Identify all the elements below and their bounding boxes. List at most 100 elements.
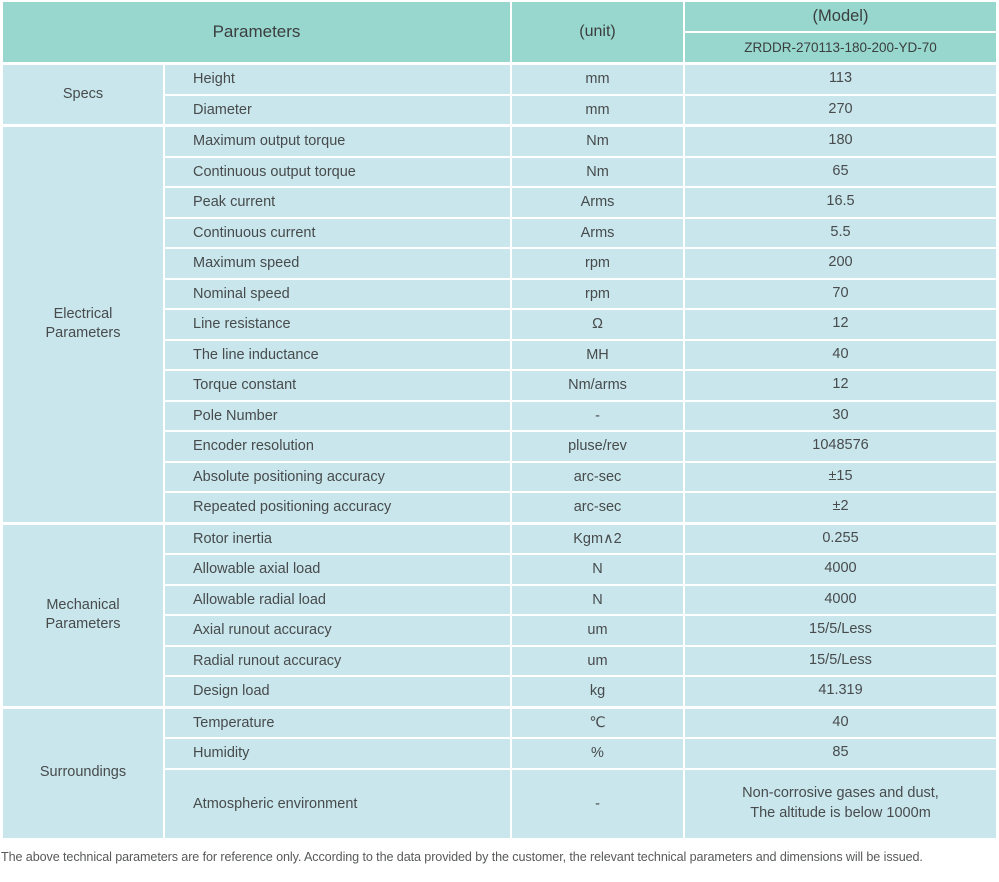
param-name: Continuous current [165, 218, 510, 247]
table-row: Continuous output torque Nm 65 [165, 157, 996, 186]
param-value: 65 [685, 157, 996, 186]
header-parameters: Parameters [3, 2, 510, 62]
param-name: Allowable axial load [165, 555, 510, 584]
param-unit: pluse/rev [512, 432, 683, 461]
param-value: 40 [685, 708, 996, 737]
table-row: Humidity% 85 [165, 739, 996, 768]
param-unit: rpm [512, 279, 683, 308]
param-unit: MH [512, 340, 683, 369]
table-section: Specs Height mm 113 Diameter mm 270 [3, 65, 996, 124]
table-row: Nominal speed rpm 70 [165, 279, 996, 308]
spec-table: Parameters (unit) (Model) ZRDDR-270113-1… [3, 2, 996, 838]
table-row: Encoder resolution pluse/rev 1048576 [165, 432, 996, 461]
table-header: Parameters (unit) (Model) ZRDDR-270113-1… [3, 2, 996, 62]
param-unit: ℃ [512, 708, 683, 737]
param-unit: N [512, 555, 683, 584]
table-row: Absolute positioning accuracy arc-sec ±15 [165, 462, 996, 491]
table-row: Radial runout accuracy um 15/5/Less [165, 646, 996, 675]
param-value: 30 [685, 401, 996, 430]
param-value: 12 [685, 310, 996, 339]
section-label: Surroundings [3, 708, 163, 838]
table-row: Line resistance Ω 12 [165, 310, 996, 339]
table-row: Continuous current Arms 5.5 [165, 218, 996, 247]
param-value: 5.5 [685, 218, 996, 247]
param-name: Temperature [165, 708, 510, 737]
param-unit: kg [512, 677, 683, 706]
footnote: The above technical parameters are for r… [1, 849, 923, 864]
param-unit: % [512, 739, 683, 768]
param-name: Radial runout accuracy [165, 646, 510, 675]
param-value: 4000 [685, 585, 996, 614]
param-name: Nominal speed [165, 279, 510, 308]
param-value: Non-corrosive gases and dust, The altitu… [685, 769, 996, 838]
param-value: 0.255 [685, 524, 996, 553]
table-row: Atmospheric environment - Non-corrosive ga… [165, 769, 996, 838]
table-row: Height mm 113 [165, 65, 996, 94]
table-section: Electrical Parameters Maximum output torq… [3, 127, 996, 522]
param-name: Atmospheric environment [165, 769, 510, 838]
param-unit: - [512, 401, 683, 430]
param-value: ±2 [685, 493, 996, 522]
param-value: 200 [685, 249, 996, 278]
param-value: 113 [685, 65, 996, 94]
param-unit: Arms [512, 188, 683, 217]
param-value: 180 [685, 127, 996, 156]
section-rows: Temperature ℃ 40 Humidity% 85 Atmospheric env… [165, 708, 996, 838]
param-name: Rotor inertia [165, 524, 510, 553]
param-unit: arc-sec [512, 493, 683, 522]
param-value: 12 [685, 371, 996, 400]
param-value: 41.319 [685, 677, 996, 706]
section-label: Mechanical Parameters [3, 524, 163, 706]
param-value: 270 [685, 95, 996, 124]
header-model-value: ZRDDR-270113-180-200-YD-70 [685, 33, 996, 62]
section-label: Electrical Parameters [3, 127, 163, 522]
table-row: Maximum speed rpm 200 [165, 249, 996, 278]
table-row: Peak current Arms 16.5 [165, 188, 996, 217]
param-value: 40 [685, 340, 996, 369]
table-body: Specs Height mm 113 Diameter mm 270 Electrical … [3, 65, 996, 838]
section-rows: Height mm 113 Diameter mm 270 [165, 65, 996, 124]
param-unit: arc-sec [512, 462, 683, 491]
table-row: Torque constant Nm/arms 12 [165, 371, 996, 400]
param-name: Absolute positioning accuracy [165, 462, 510, 491]
param-name: Pole Number [165, 401, 510, 430]
section-rows: Rotor inertia Kgm∧2 0.255 Allowable axial l… [165, 524, 996, 706]
param-name: Maximum speed [165, 249, 510, 278]
section-label: Specs [3, 65, 163, 124]
param-name: Diameter [165, 95, 510, 124]
param-name: Continuous output torque [165, 157, 510, 186]
param-unit: Arms [512, 218, 683, 247]
param-unit: um [512, 646, 683, 675]
param-value: 15/5/Less [685, 646, 996, 675]
param-name: Peak current [165, 188, 510, 217]
param-value: 4000 [685, 555, 996, 584]
table-row: Repeated positioning accuracy arc-sec ±2 [165, 493, 996, 522]
param-name: Allowable radial load [165, 585, 510, 614]
header-unit: (unit) [512, 2, 683, 62]
header-model: (Model) ZRDDR-270113-180-200-YD-70 [685, 2, 996, 62]
param-name: Humidity [165, 739, 510, 768]
param-unit: um [512, 616, 683, 645]
param-value: 15/5/Less [685, 616, 996, 645]
table-row: The line inductance MH 40 [165, 340, 996, 369]
param-value: 85 [685, 739, 996, 768]
table-row: Diameter mm 270 [165, 95, 996, 124]
table-section: Surroundings Temperature ℃ 40 Humidity% 85 Atm… [3, 708, 996, 838]
table-row: Maximum output torque Nm 180 [165, 127, 996, 156]
param-name: Axial runout accuracy [165, 616, 510, 645]
param-unit: - [512, 769, 683, 838]
table-row: Pole Number -30 [165, 401, 996, 430]
param-name: Torque constant [165, 371, 510, 400]
param-value: ±15 [685, 462, 996, 491]
table-section: Mechanical Parameters Rotor inertia Kgm∧2 0… [3, 524, 996, 706]
param-unit: Nm [512, 157, 683, 186]
param-unit: rpm [512, 249, 683, 278]
param-unit: mm [512, 95, 683, 124]
table-row: Rotor inertia Kgm∧2 0.255 [165, 524, 996, 553]
param-value: 70 [685, 279, 996, 308]
param-unit: Nm [512, 127, 683, 156]
param-name: Encoder resolution [165, 432, 510, 461]
table-row: Axial runout accuracy um 15/5/Less [165, 616, 996, 645]
table-row: Temperature ℃ 40 [165, 708, 996, 737]
